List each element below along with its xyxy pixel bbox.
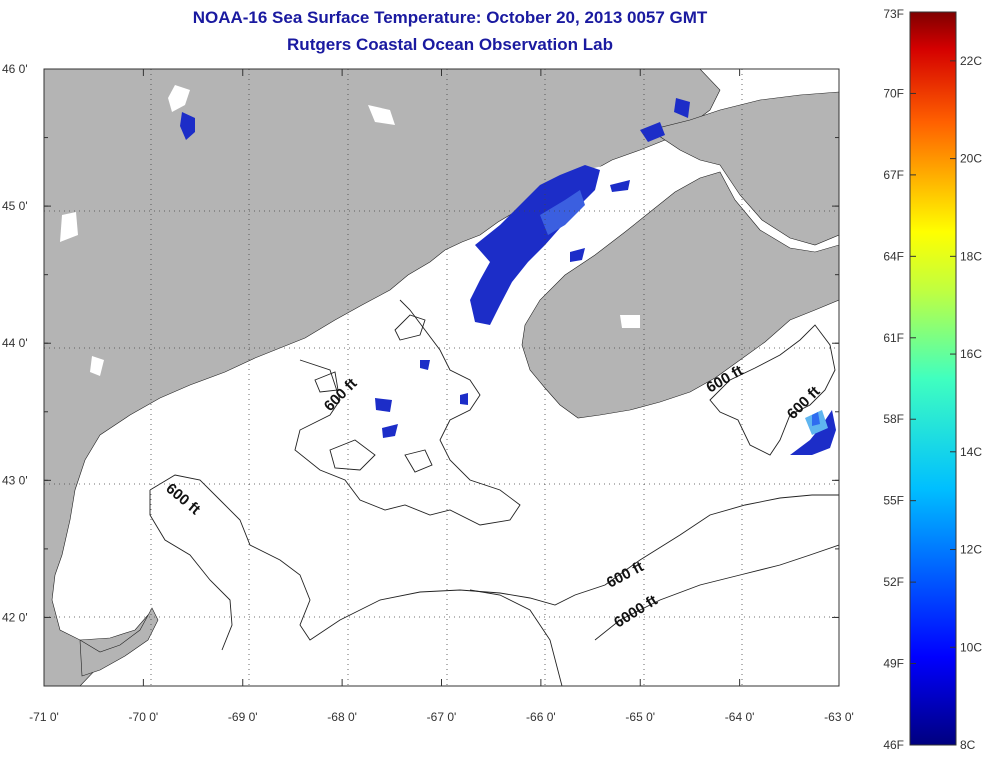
lon-label: -67 0'	[427, 710, 457, 724]
colorbar-f-label: 55F	[883, 494, 904, 508]
land-cape-cod	[79, 607, 159, 677]
lon-label: -70 0'	[129, 710, 159, 724]
lat-label: 43 0'	[2, 473, 28, 487]
colorbar-c-label: 22C	[960, 54, 982, 68]
colorbar-f-label: 46F	[883, 738, 904, 752]
map-title: NOAA-16 Sea Surface Temperature: October…	[192, 8, 708, 27]
colorbar-f-label: 49F	[883, 657, 904, 671]
lon-label: -69 0'	[228, 710, 258, 724]
colorbar-c-label: 20C	[960, 152, 982, 166]
colorbar-f-label: 64F	[883, 249, 904, 263]
map-subtitle: Rutgers Coastal Ocean Observation Lab	[287, 35, 613, 54]
lat-label: 44 0'	[2, 336, 28, 350]
lon-label: -64 0'	[725, 710, 755, 724]
colorbar-c-label: 18C	[960, 249, 982, 263]
colorbar-f-label: 73F	[883, 7, 904, 21]
lat-label: 46 0'	[2, 62, 28, 76]
contour-600ft-nova-scotia	[709, 324, 836, 456]
lon-label: -71 0'	[29, 710, 59, 724]
colorbar	[909, 11, 957, 746]
land-north-shore	[649, 91, 839, 246]
colorbar-f-label: 67F	[883, 168, 904, 182]
land-nova-scotia	[521, 171, 839, 419]
colorbar-f-label: 70F	[883, 86, 904, 100]
lon-label: -65 0'	[625, 710, 655, 724]
colorbar-c-label: 8C	[960, 738, 976, 752]
lat-label: 45 0'	[2, 199, 28, 213]
colorbar-f-label: 52F	[883, 575, 904, 589]
colorbar-c-label: 12C	[960, 543, 982, 557]
lon-label: -66 0'	[526, 710, 556, 724]
lon-label: -68 0'	[327, 710, 357, 724]
colorbar-f-label: 58F	[883, 412, 904, 426]
colorbar-c-label: 10C	[960, 640, 982, 654]
colorbar-c-label: 14C	[960, 445, 982, 459]
lat-label: 42 0'	[2, 610, 28, 624]
contour-6000ft	[594, 544, 839, 641]
colorbar-f-label: 61F	[883, 331, 904, 345]
colorbar-c-label: 16C	[960, 347, 982, 361]
contour-600ft-gulf	[149, 474, 839, 641]
lon-label: -63 0'	[824, 710, 854, 724]
